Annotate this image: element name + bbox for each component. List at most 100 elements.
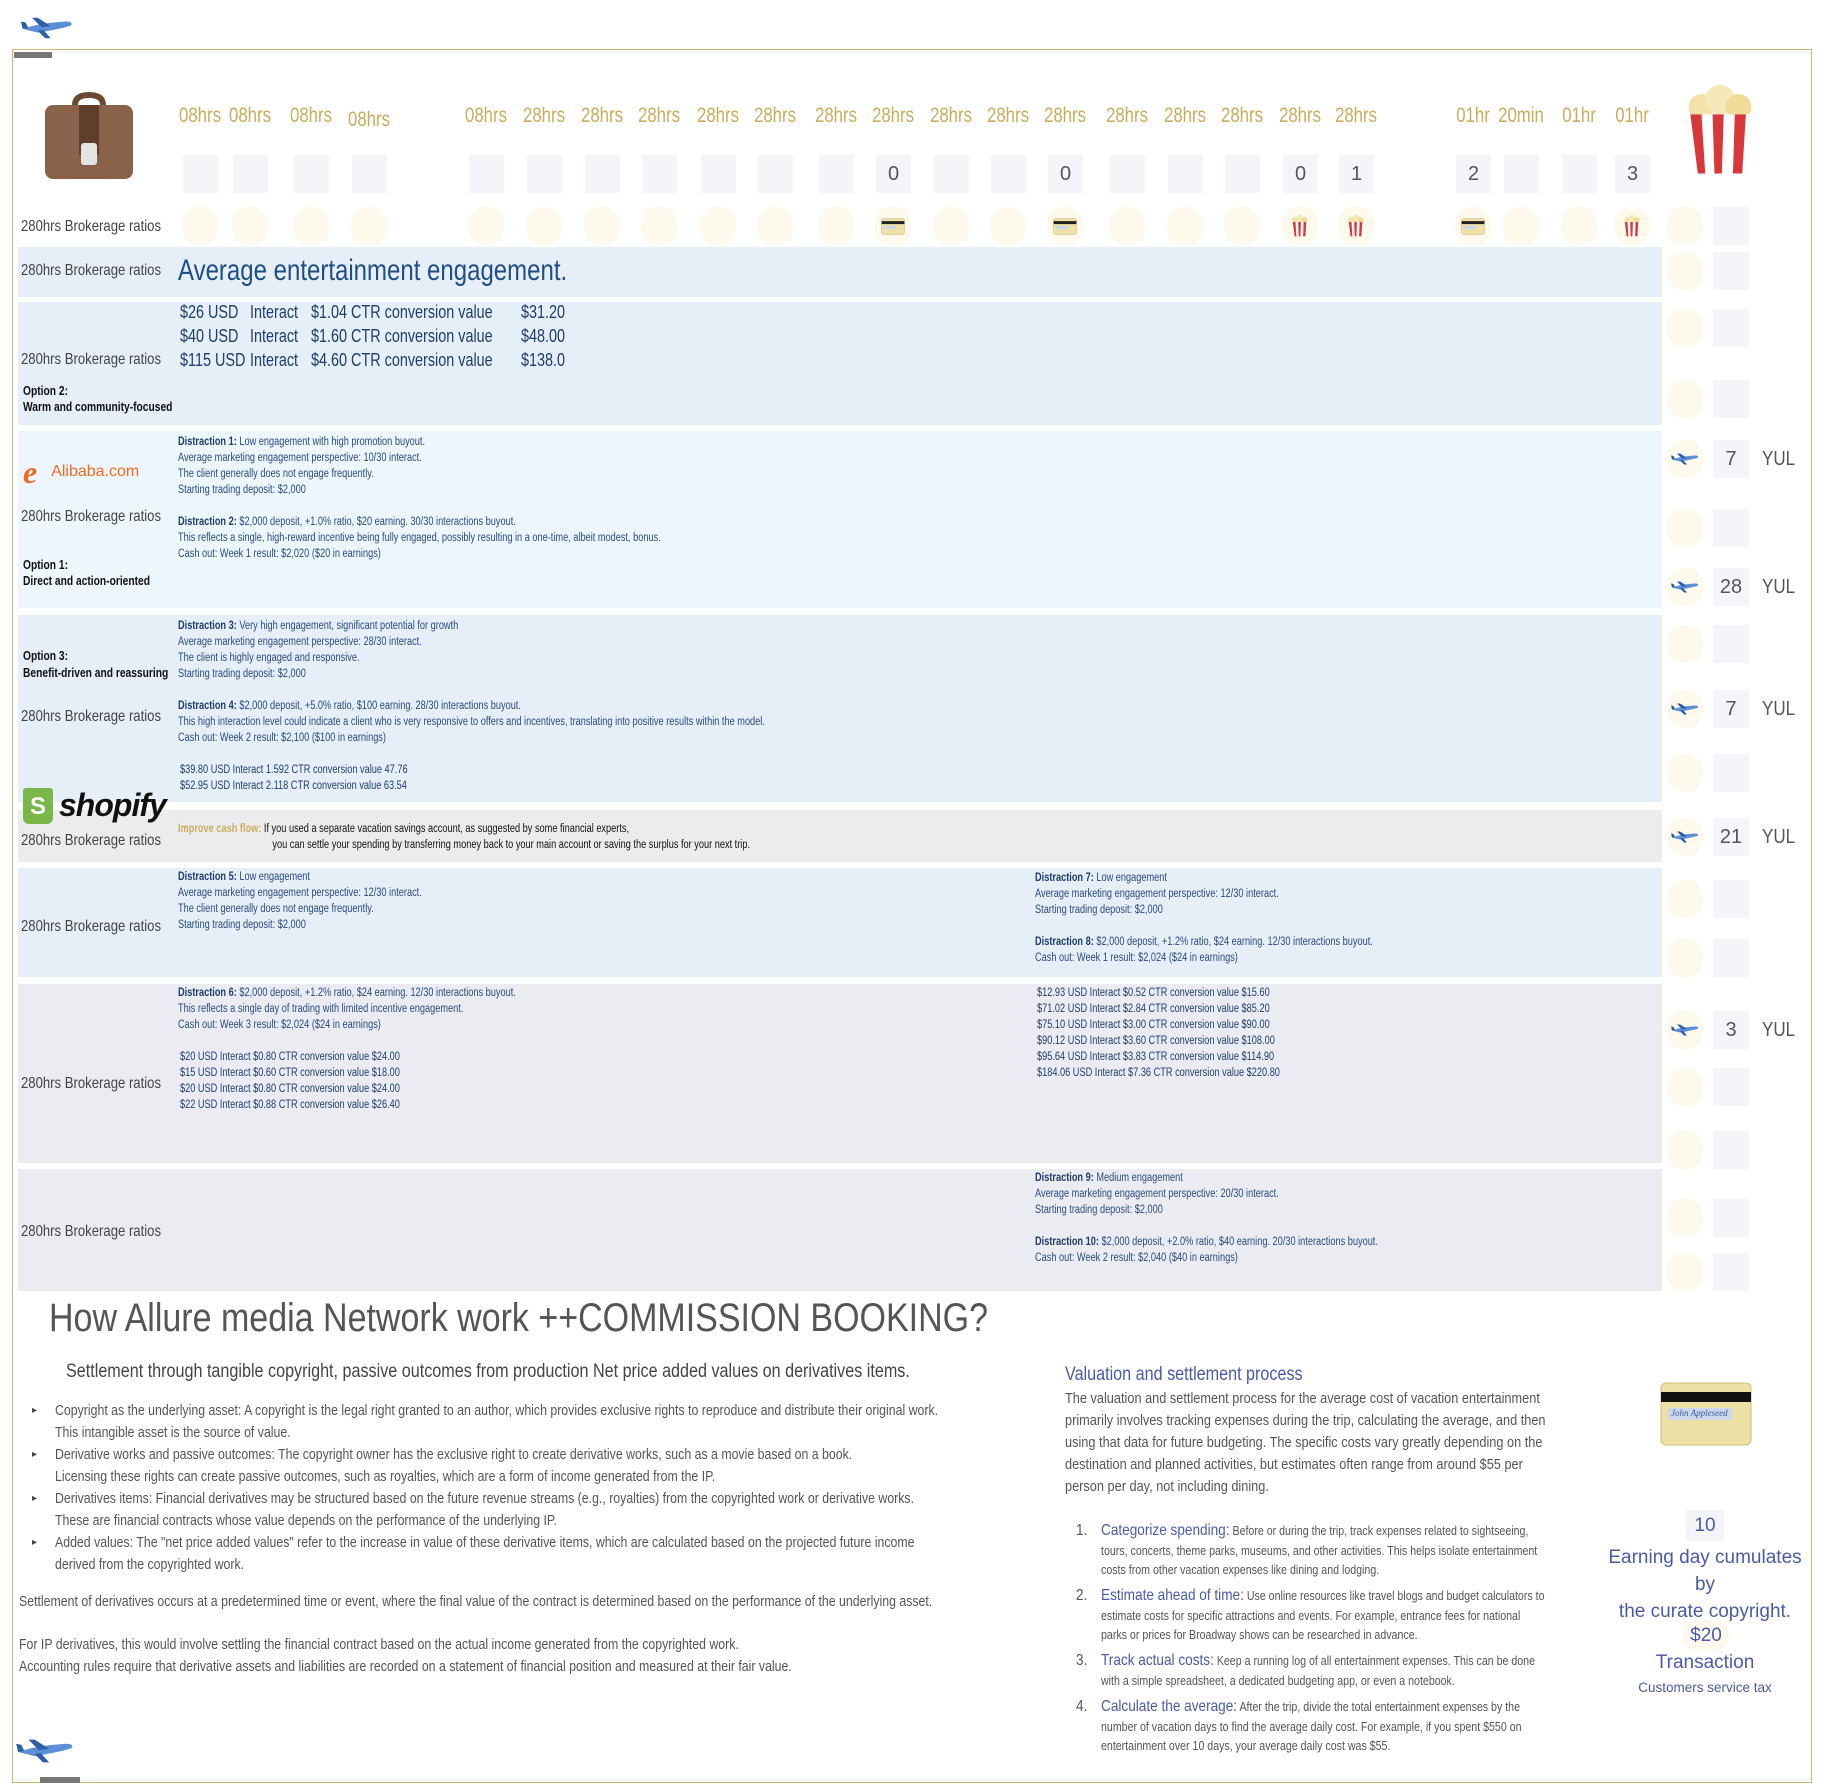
column-status-slot[interactable] — [1561, 207, 1597, 245]
distraction-text: $2,000 deposit, +2.0% ratio, $40 earning… — [1098, 1236, 1378, 1248]
text-line: This reflects a single, high-reward ince… — [178, 532, 661, 544]
column-status-slot[interactable] — [1109, 207, 1145, 245]
side-slot[interactable] — [1667, 880, 1703, 918]
column-status-slot[interactable] — [182, 207, 218, 245]
side-slot[interactable] — [1667, 754, 1703, 792]
valuation-line: primarily involves tracking expenses dur… — [1065, 1412, 1546, 1429]
row-label: 280hrs Brokerage ratios — [21, 218, 162, 235]
row-label: 280hrs Brokerage ratios — [21, 262, 162, 279]
column-status-slot[interactable] — [875, 207, 911, 245]
column-count-box — [758, 155, 793, 193]
side-count — [1713, 939, 1749, 977]
text-line: Starting trading deposit: $2,000 — [178, 484, 306, 496]
side-slot[interactable] — [1667, 207, 1703, 245]
side-slot[interactable] — [1667, 252, 1703, 290]
page-frame — [12, 49, 1812, 1783]
briefcase-icon — [45, 91, 133, 179]
text-line: you can settle your spending by transfer… — [272, 839, 751, 851]
side-slot[interactable] — [1667, 690, 1703, 728]
column-status-slot[interactable] — [293, 207, 329, 245]
distraction-5: Distraction 5: Low engagement Average ma… — [178, 869, 422, 933]
side-slot[interactable] — [1667, 1199, 1703, 1237]
row-e — [18, 810, 1662, 862]
text-line: Cash out: Week 1 result: $2,020 ($20 in … — [178, 548, 381, 560]
side-slot[interactable] — [1667, 1068, 1703, 1106]
distraction-head: Distraction 1: — [178, 436, 237, 448]
price-cell: $1.60 CTR conversion value — [311, 326, 493, 346]
distraction-4: Distraction 4: $2,000 deposit, +5.0% rat… — [178, 698, 765, 746]
row-label: 280hrs Brokerage ratios — [21, 508, 162, 525]
column-status-slot[interactable] — [1503, 207, 1539, 245]
step-line: Estimate ahead of time: Use online resou… — [1101, 1587, 1545, 1605]
column-status-slot[interactable] — [1282, 207, 1318, 245]
step-head: Track actual costs: — [1101, 1652, 1214, 1669]
column-status-slot[interactable] — [232, 207, 268, 245]
column-count-box — [1110, 155, 1145, 193]
side-count — [1713, 754, 1749, 792]
column-count-box — [819, 155, 854, 193]
price-line: $15 USD Interact $0.60 CTR conversion va… — [180, 1067, 400, 1079]
column-status-slot[interactable] — [351, 207, 387, 245]
transaction-amount: $20 — [1683, 1620, 1729, 1651]
price-line: $90.12 USD Interact $3.60 CTR conversion… — [1037, 1035, 1275, 1047]
column-status-slot[interactable] — [990, 207, 1026, 245]
side-count — [1713, 509, 1749, 547]
price-lines-left: $20 USD Interact $0.80 CTR conversion va… — [180, 1049, 400, 1113]
side-slot[interactable] — [1667, 939, 1703, 977]
column-status-slot[interactable] — [818, 207, 854, 245]
side-slot[interactable] — [1667, 380, 1703, 418]
column-status-slot[interactable] — [700, 207, 736, 245]
side-slot[interactable] — [1667, 625, 1703, 663]
side-count — [1713, 1068, 1749, 1106]
distraction-2: Distraction 2: $2,000 deposit, +1.0% rat… — [178, 514, 661, 562]
step-line: Track actual costs: Keep a running log o… — [1101, 1652, 1535, 1670]
row-f — [18, 868, 1662, 977]
side-count — [1713, 1253, 1749, 1291]
column-status-slot[interactable] — [1455, 207, 1491, 245]
price-cell: $138.0 — [521, 350, 566, 370]
bullet-line: Derivatives items: Financial derivatives… — [55, 1491, 915, 1507]
column-label: 08hrs — [178, 104, 222, 127]
distraction-head: Distraction 8: — [1035, 936, 1094, 948]
column-status-slot[interactable] — [468, 207, 504, 245]
column-status-slot[interactable] — [1338, 207, 1374, 245]
column-count-box — [1504, 155, 1539, 193]
distraction-10: Distraction 10: $2,000 deposit, +2.0% ra… — [1035, 1234, 1378, 1266]
distraction-head: Distraction 6: — [178, 987, 237, 999]
row-label: 280hrs Brokerage ratios — [21, 832, 162, 849]
airplane-arrival-icon — [1670, 701, 1700, 717]
column-count-box — [991, 155, 1026, 193]
side-slot[interactable] — [1667, 1131, 1703, 1169]
text-line: Average marketing engagement perspective… — [178, 452, 422, 464]
column-count-box — [1225, 155, 1260, 193]
column-label: 28hrs — [1163, 104, 1207, 127]
side-slot[interactable] — [1667, 509, 1703, 547]
text-line: Average marketing engagement perspective… — [1035, 888, 1279, 900]
step-number: 2. — [1076, 1587, 1088, 1604]
column-status-slot[interactable] — [584, 207, 620, 245]
side-slot[interactable] — [1667, 568, 1703, 606]
column-status-slot[interactable] — [641, 207, 677, 245]
option-title: Option 2: — [23, 384, 68, 398]
side-slot[interactable] — [1667, 440, 1703, 478]
column-status-slot[interactable] — [757, 207, 793, 245]
column-status-slot[interactable] — [1167, 207, 1203, 245]
distraction-head: Distraction 3: — [178, 620, 237, 632]
price-cell: $40 USD — [180, 326, 239, 346]
airport-code: YUL — [1762, 576, 1796, 598]
column-status-slot[interactable] — [933, 207, 969, 245]
column-status-slot[interactable] — [1224, 207, 1260, 245]
column-status-slot[interactable] — [1047, 207, 1083, 245]
column-status-slot[interactable] — [1614, 207, 1650, 245]
bullet-line: Added values: The "net price added value… — [55, 1535, 915, 1551]
column-label: 08hrs — [228, 104, 272, 127]
side-slot[interactable] — [1667, 818, 1703, 856]
column-count-box — [585, 155, 620, 193]
column-status-slot[interactable] — [526, 207, 562, 245]
side-slot[interactable] — [1667, 1253, 1703, 1291]
step-text: Keep a running log of all entertainment … — [1213, 1654, 1536, 1668]
price-cell: Interact — [250, 350, 299, 370]
side-slot[interactable] — [1667, 1011, 1703, 1049]
price-line: $71.02 USD Interact $2.84 CTR conversion… — [1037, 1003, 1270, 1015]
side-slot[interactable] — [1667, 309, 1703, 347]
